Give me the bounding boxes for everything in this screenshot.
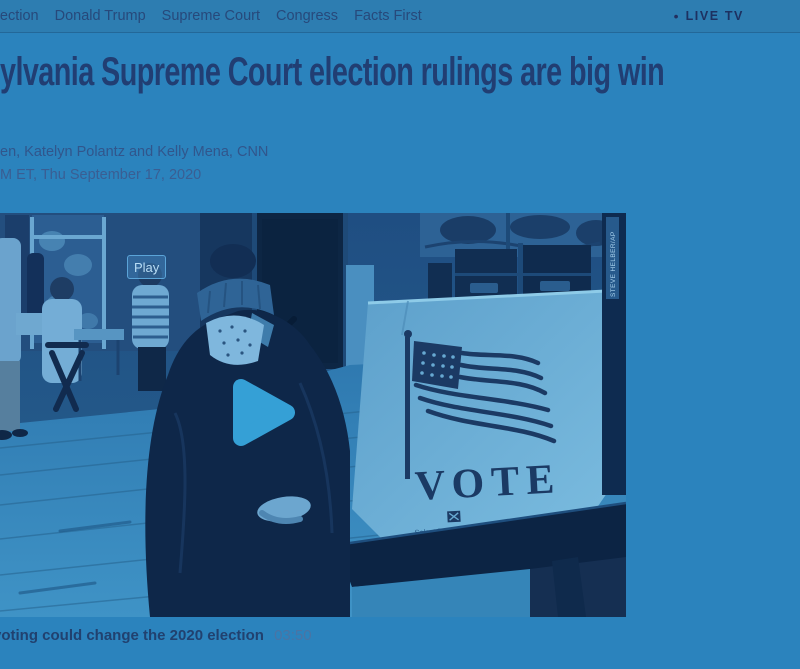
- dateline: M ET, Thu September 17, 2020: [0, 167, 202, 183]
- video-player[interactable]: VOTE Select Duo Voting Booth: [0, 213, 626, 617]
- photo-credit: STEVE HELBER/AP: [610, 231, 617, 297]
- caption-text: voting could change the 2020 election: [0, 627, 264, 644]
- nav-links: Election Donald Trump Supreme Court Cong…: [0, 8, 422, 24]
- vote-sign-text: VOTE: [414, 456, 562, 510]
- live-dot-icon: •: [673, 8, 679, 24]
- booth-table: [335, 501, 626, 617]
- voter-hair-bun: [210, 244, 256, 278]
- voter-person: [145, 244, 350, 617]
- video-duration: 03:50: [274, 627, 312, 644]
- nav-item-supreme-court[interactable]: Supreme Court: [161, 8, 260, 24]
- voter-headband: [197, 278, 274, 321]
- play-overlay-label[interactable]: Play: [127, 255, 167, 279]
- nav-item-congress[interactable]: Congress: [276, 8, 339, 24]
- nav-item-facts-first[interactable]: Facts First: [354, 8, 422, 24]
- video-caption: voting could change the 2020 election 03…: [0, 627, 312, 644]
- play-icon[interactable]: [233, 379, 295, 446]
- video-thumbnail-scene: VOTE Select Duo Voting Booth: [0, 213, 626, 617]
- live-tv-label: LIVE TV: [685, 9, 744, 23]
- nav-item-donald-trump[interactable]: Donald Trump: [54, 8, 146, 24]
- byline: en, Katelyn Polantz and Kelly Mena, CNN: [0, 144, 269, 160]
- nav-item-election[interactable]: Election: [0, 8, 39, 24]
- live-tv-button[interactable]: • LIVE TV: [674, 9, 744, 23]
- voter-face-mask: [206, 315, 264, 365]
- top-nav: Election Donald Trump Supreme Court Cong…: [0, 0, 800, 33]
- page-title: ylvania Supreme Court election rulings a…: [0, 50, 665, 94]
- us-flag-icon: [404, 330, 557, 479]
- video-right-edge: STEVE HELBER/AP: [602, 213, 626, 495]
- voting-machine-cases: [428, 243, 591, 301]
- bystanders: [0, 238, 169, 440]
- folding-chair: [45, 342, 89, 412]
